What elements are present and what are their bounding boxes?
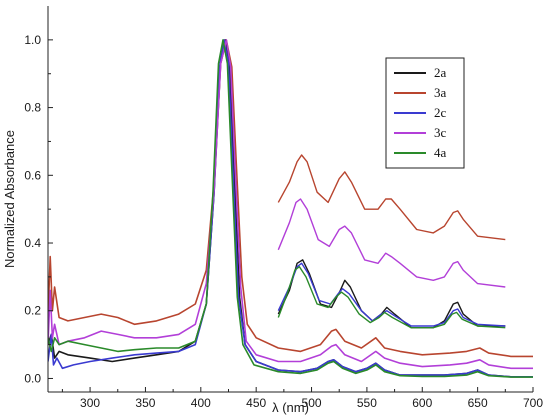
legend-label-4a: 4a	[434, 145, 447, 160]
x-axis-label: λ (nm)	[272, 400, 309, 415]
ticks-layer: 300 350 400 450 500 550 600 650 700 0.0 0.2 0.4 0.6 0…	[24, 33, 543, 410]
x-tick-label: 300	[80, 396, 100, 410]
y-tick-label: 1.0	[24, 33, 41, 47]
y-tick-label: 0.8	[24, 101, 41, 115]
inset-series-line-4a	[277, 266, 506, 329]
series-line-4a	[48, 39, 533, 378]
x-tick-label: 600	[412, 396, 432, 410]
y-tick-label: 0.4	[24, 236, 41, 250]
series-line-2c	[48, 39, 533, 378]
x-tick-label: 450	[246, 396, 266, 410]
legend-label-2c: 2c	[434, 105, 447, 120]
inset-series-line-3a	[277, 154, 506, 241]
x-tick-label: 400	[191, 396, 211, 410]
y-axis-label: Normalized Absorbance	[2, 130, 17, 268]
legend-label-2a: 2a	[434, 65, 447, 80]
legend-label-3a: 3a	[434, 85, 447, 100]
y-tick-label: 0.0	[24, 371, 41, 385]
x-tick-label: 500	[302, 396, 322, 410]
y-tick-label: 0.6	[24, 168, 41, 182]
x-tick-label: 650	[468, 396, 488, 410]
series-layer	[48, 39, 533, 378]
inset-series-line-3c	[277, 198, 506, 288]
legend-label-3c: 3c	[434, 125, 447, 140]
x-tick-label: 350	[135, 396, 155, 410]
inset-layer	[277, 154, 506, 329]
y-tick-label: 0.2	[24, 304, 41, 318]
legend: 2a 3a 2c 3c 4a	[385, 57, 465, 169]
axes-layer	[47, 6, 533, 393]
x-tick-label: 700	[523, 396, 543, 410]
series-line-3a	[48, 39, 533, 358]
x-tick-label: 550	[357, 396, 377, 410]
series-line-3c	[48, 39, 533, 370]
